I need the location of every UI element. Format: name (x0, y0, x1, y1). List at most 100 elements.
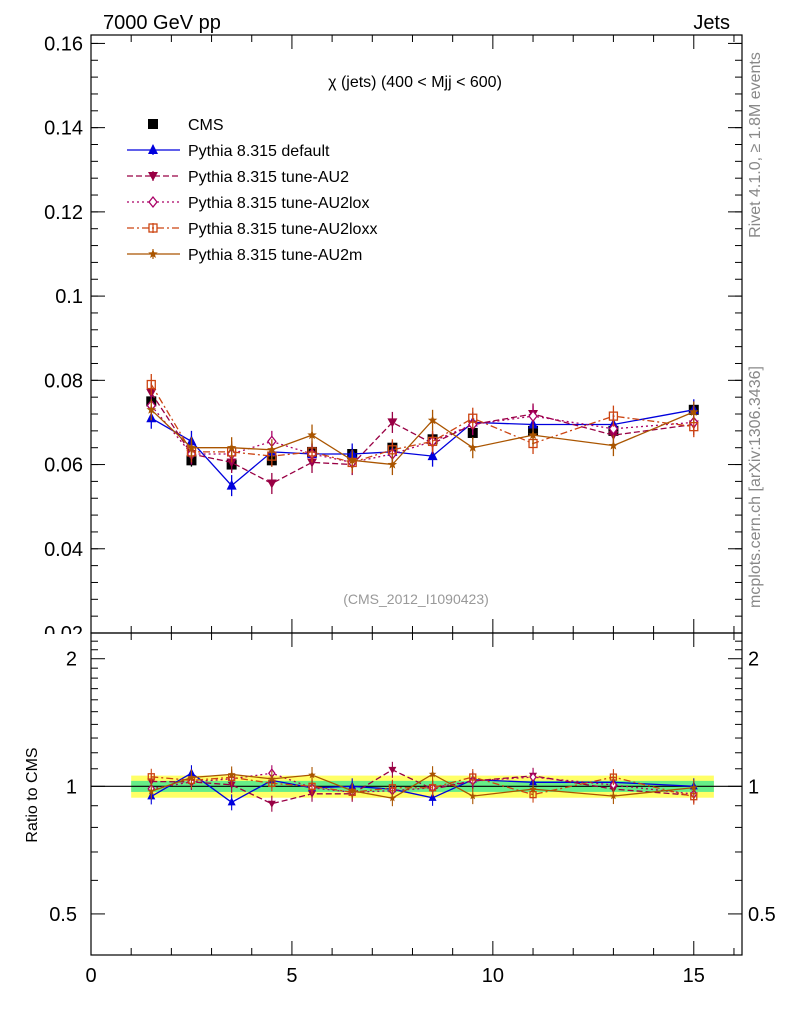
data-point-au2loxx (146, 379, 156, 390)
legend-label: Pythia 8.315 tune-AU2m (188, 247, 362, 264)
ratio-tick-label: 0.5 (49, 904, 77, 926)
process-label: Jets (693, 12, 730, 34)
legend-marker (148, 144, 158, 154)
ratio-line-default (150, 772, 694, 804)
analysis-watermark: (CMS_2012_I1090423) (343, 591, 489, 607)
legend-entry-default: Pythia 8.315 default (127, 143, 330, 160)
data-point-default (226, 479, 237, 490)
ratio-point-au2m (268, 774, 276, 783)
main-plot-frame: 0.020.040.060.080.10.120.140.16 (20, 33, 743, 648)
chart-title: χ (jets) (400 < Mjj < 600) (328, 74, 502, 91)
legend-label: Pythia 8.315 default (188, 143, 330, 160)
legend-marker (148, 249, 158, 258)
ratio-point-au2 (267, 800, 276, 808)
data-point-au2loxx (427, 436, 438, 447)
ratio-axis-label: Ratio to CMS (24, 747, 41, 842)
x-tick-label: 0 (85, 965, 96, 987)
y-tick-label: 0.14 (44, 118, 83, 140)
y-tick-label: 0.12 (44, 202, 83, 224)
legend-entry-au2lox: Pythia 8.315 tune-AU2lox (127, 195, 369, 212)
legend-marker (148, 172, 158, 181)
data-point-au2m (387, 459, 398, 469)
data-point-au2m (146, 404, 156, 414)
data-point-au2m (528, 430, 538, 440)
legend-label: Pythia 8.315 tune-AU2loxx (188, 221, 377, 238)
ratio-point-au2m (227, 770, 236, 778)
rivet-version-label: Rivet 4.1.0, ≥ 1.8M events (747, 52, 764, 238)
ratio-plot-frame: 0 5 10 15 0.5 0.5 1 1 2 2 (49, 632, 776, 987)
legend-entry-au2: Pythia 8.315 tune-AU2 (127, 169, 349, 186)
series-line-au2 (150, 392, 694, 485)
y-tick-label: 0.16 (44, 33, 83, 55)
series-line-au2loxx (150, 384, 694, 464)
ratio-point-au2m (308, 771, 316, 779)
legend-label: Pythia 8.315 tune-AU2 (188, 169, 349, 186)
energy-label: 7000 GeV pp (103, 12, 221, 34)
ratio-plot-border (90, 632, 743, 956)
series-line-au2lox (150, 405, 694, 464)
data-point-au2loxx (387, 445, 398, 455)
data-point-au2m (226, 442, 237, 452)
series-au2m (146, 399, 699, 807)
ratio-point-au2m (469, 792, 477, 800)
ratio-point-au2m (529, 785, 537, 793)
ratio-point-au2m (388, 794, 397, 802)
legend-entry-au2m: Pythia 8.315 tune-AU2m (127, 247, 362, 264)
ratio-point-au2 (388, 766, 397, 774)
x-tick-label: 5 (286, 965, 297, 987)
ratio-point-au2m (609, 792, 618, 800)
ratio-line-au2loxx (151, 776, 694, 798)
data-point-au2loxx (468, 413, 478, 423)
data-point-au2loxx (608, 411, 619, 421)
data-point-au2 (387, 418, 398, 428)
ratio-point-au2m (690, 783, 698, 791)
legend-label: Pythia 8.315 tune-AU2lox (188, 195, 369, 212)
data-point-au2 (266, 479, 277, 489)
legend-entry-au2loxx: Pythia 8.315 tune-AU2loxx (127, 221, 377, 238)
data-point-au2m (186, 442, 197, 452)
ratio-tick-label: 1 (66, 776, 77, 798)
mcplots-reference-label: mcplots.cern.ch [arXiv:1306.3436] (747, 366, 764, 608)
ratio-point-au2loxx (147, 773, 155, 781)
ratio-point-au2loxx (469, 773, 477, 781)
ratio-line-au2m (151, 773, 694, 799)
x-tick-label: 10 (482, 965, 504, 987)
data-point-au2m (689, 406, 699, 416)
data-point-au2m (307, 430, 317, 440)
ratio-point-default (227, 797, 236, 806)
ratio-tick-label: 1 (748, 776, 759, 798)
ratio-point-au2loxx (428, 784, 437, 792)
y-tick-label: 0.04 (44, 539, 83, 561)
legend-entry-cms: CMS (148, 117, 224, 134)
ratio-tick-label: 0.5 (748, 904, 776, 926)
ratio-point-au2loxx (609, 773, 618, 781)
data-point-au2m (608, 440, 619, 450)
data-point-au2m (347, 455, 357, 465)
legend-marker (148, 223, 158, 233)
series-layer (146, 374, 699, 812)
data-point-au2m (427, 415, 438, 425)
ratio-point-au2m (187, 773, 196, 781)
legend-marker (148, 195, 158, 209)
series-line-au2m (150, 409, 695, 466)
ratio-point-au2m (428, 770, 437, 778)
y-tick-label: 0.1 (55, 286, 83, 308)
x-tick-label: 15 (683, 965, 705, 987)
tick-label-clip (20, 634, 89, 648)
ratio-tick-label: 2 (66, 649, 77, 671)
ratio-tick-label: 2 (748, 649, 759, 671)
data-point-au2loxx (307, 447, 317, 457)
ratio-point-au2loxx (308, 782, 316, 790)
legend-label: CMS (188, 117, 224, 134)
ratio-point-au2m (348, 786, 356, 794)
data-point-au2lox (608, 422, 619, 435)
ratio-line-au2 (151, 769, 694, 805)
y-tick-label: 0.08 (44, 370, 83, 392)
data-point-au2loxx (689, 421, 699, 432)
series-line-default (150, 409, 694, 487)
legend: CMS Pythia 8.315 default Pythia 8.315 tune… (127, 117, 377, 264)
y-tick-label: 0.06 (44, 455, 83, 477)
legend-marker (148, 119, 158, 129)
